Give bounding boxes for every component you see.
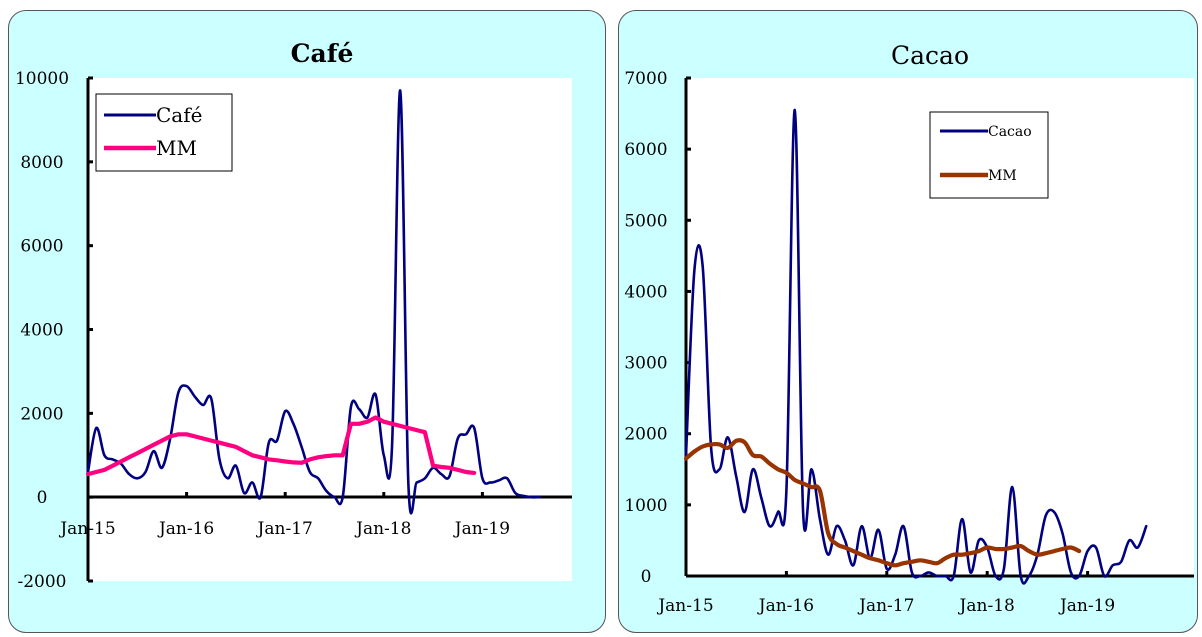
x-tick-label: Jan-18: [354, 519, 411, 539]
y-tick-label: 0: [37, 488, 48, 508]
legend-label: MM: [156, 136, 197, 160]
series-line-primary: [86, 89, 542, 515]
x-tick-label: Jan-15: [58, 519, 115, 539]
y-tick-label: -2000: [17, 572, 66, 592]
y-tick-label: 8000: [20, 153, 63, 173]
legend-label: Café: [156, 103, 202, 127]
y-tick-label: 6000: [20, 237, 63, 257]
y-tick-label: 4000: [20, 321, 63, 341]
x-tick-label: Jan-16: [157, 519, 214, 539]
x-tick-label: Jan-19: [453, 519, 510, 539]
series-line-mm: [85, 415, 477, 477]
y-tick-label: 10000: [15, 69, 69, 89]
x-tick-label: Jan-17: [256, 519, 313, 539]
chart-title-cafe: Café: [291, 39, 354, 68]
legend-box: [95, 93, 233, 172]
y-tick-label: 2000: [20, 404, 63, 424]
